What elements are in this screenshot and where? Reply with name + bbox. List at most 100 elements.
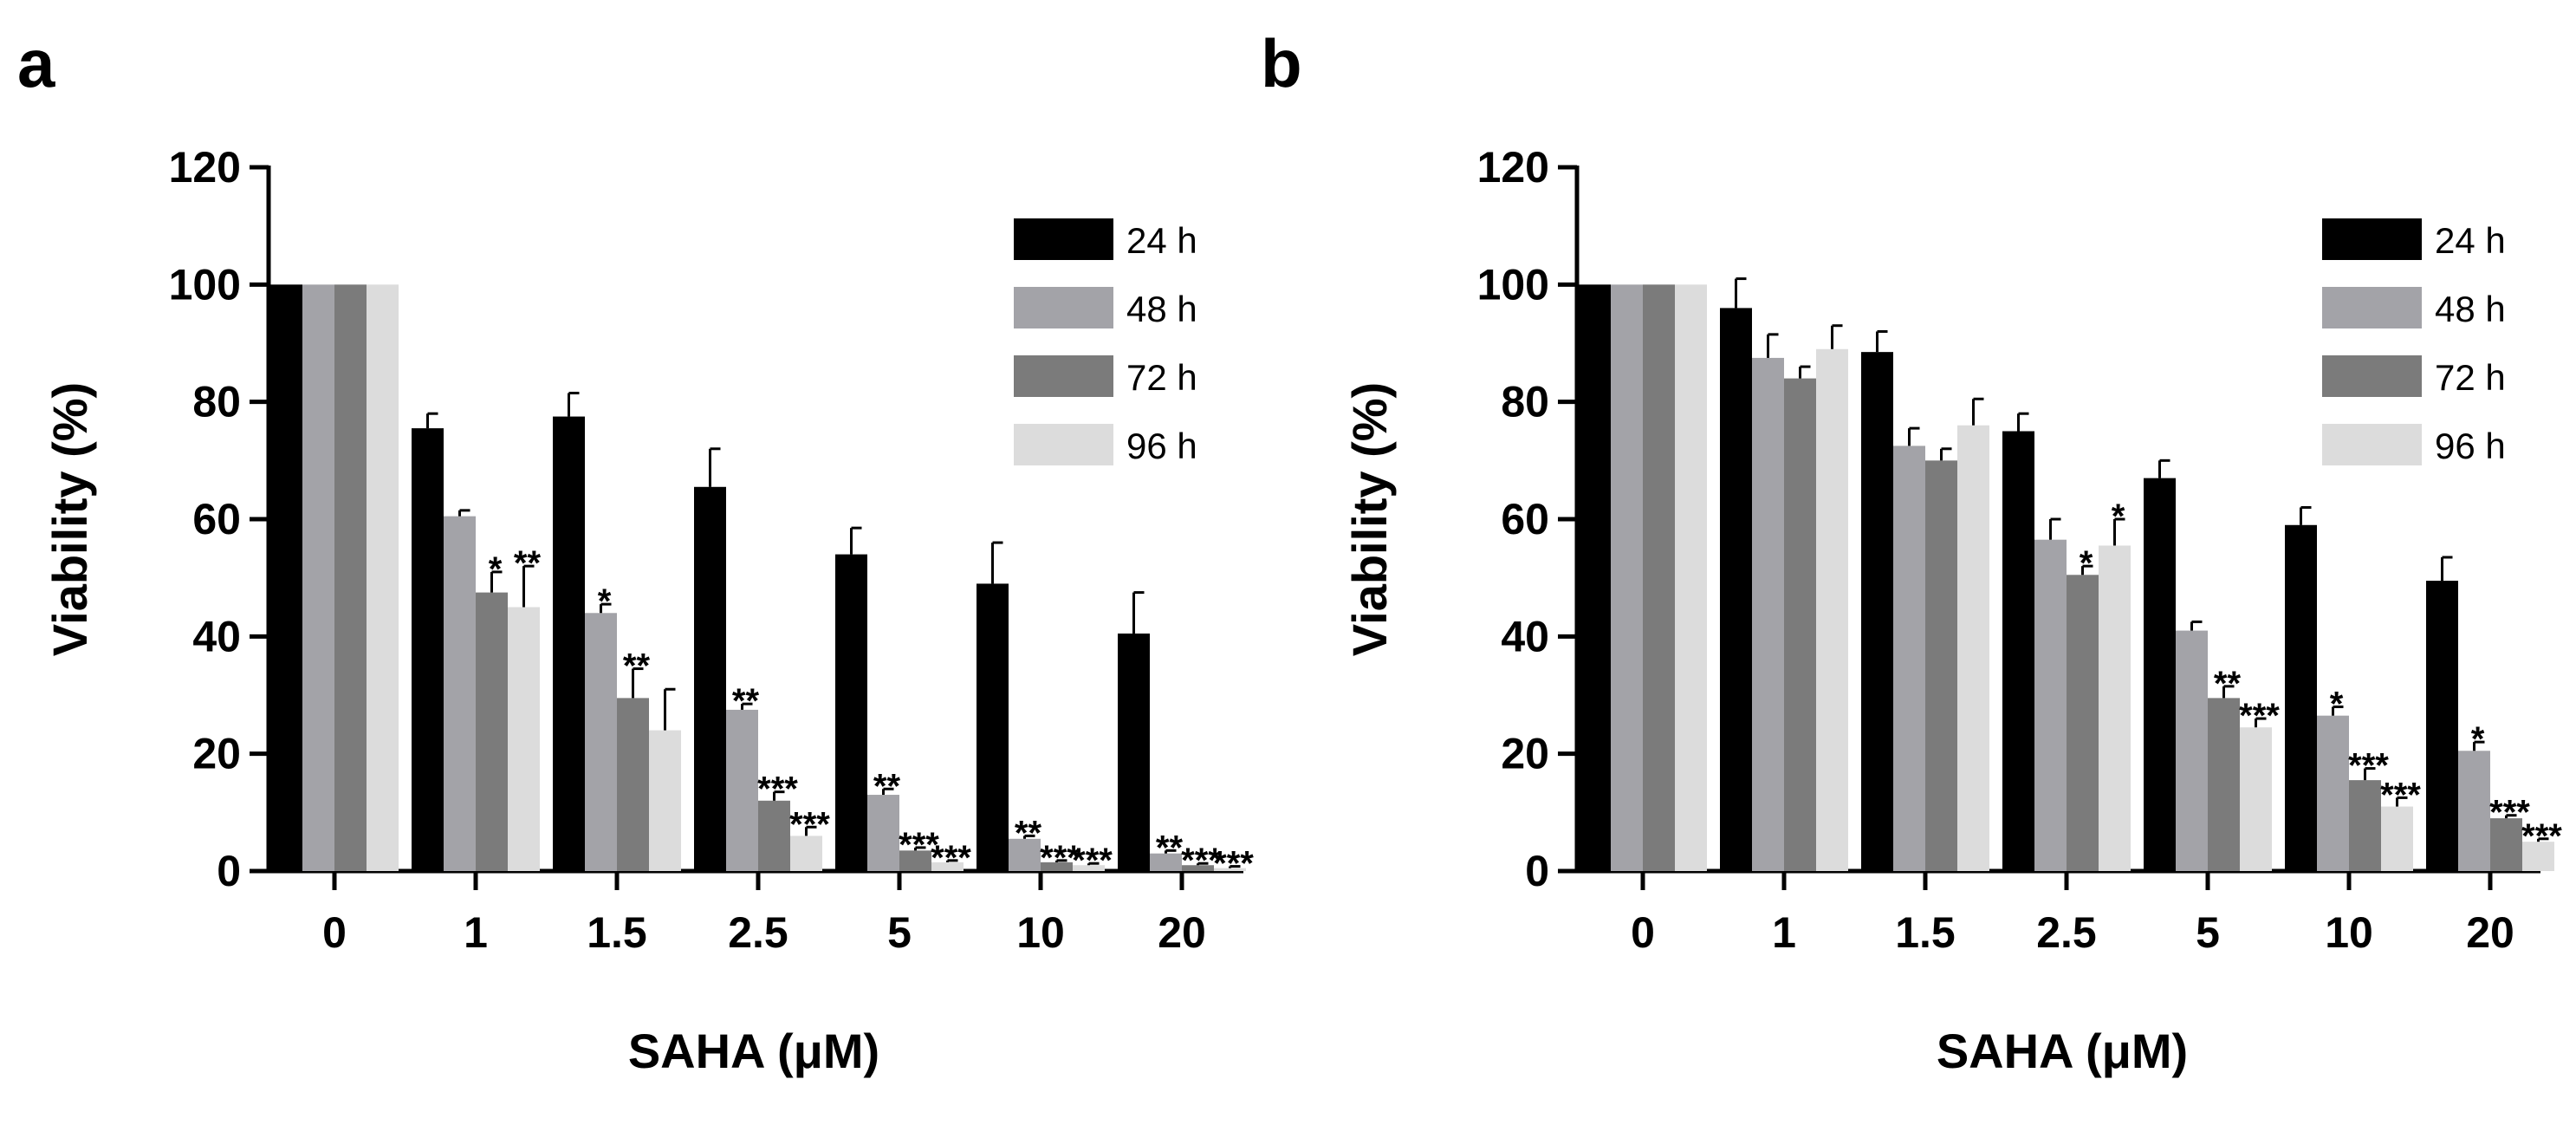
y-tick-label: 120 [1477, 143, 1549, 192]
significance-label: * [2471, 720, 2485, 758]
bar-48h-2.5 [2034, 539, 2067, 871]
significance-label: *** [2489, 794, 2530, 832]
bar-24h-2.5 [2002, 431, 2034, 871]
bar-96h-2.5 [790, 836, 822, 871]
bar-72h-0 [1643, 284, 1675, 871]
significance-label: * [2330, 686, 2344, 724]
significance-label: *** [789, 805, 830, 843]
bar-24h-1.5 [1861, 352, 1893, 871]
bar-48h-1 [1752, 357, 1784, 872]
bar-96h-5 [931, 862, 964, 871]
bar-96h-10 [2381, 806, 2413, 871]
y-tick-label: 0 [1525, 847, 1549, 895]
bar-72h-1.5 [1925, 460, 1957, 871]
x-tick-label: 20 [2466, 908, 2514, 957]
legend-swatch [2322, 424, 2422, 465]
y-axis-title: Viability (%) [42, 382, 97, 656]
bar-24h-0 [270, 284, 302, 871]
significance-label: ** [1015, 814, 1042, 852]
bar-96h-1 [508, 607, 540, 871]
bar-48h-5 [2176, 630, 2208, 871]
y-tick-label: 0 [217, 847, 241, 895]
significance-label: *** [2380, 776, 2421, 814]
x-tick-label: 5 [887, 908, 912, 957]
x-tick-label: 20 [1158, 908, 1206, 957]
panel-label: a [17, 25, 55, 101]
significance-label: ** [623, 647, 651, 686]
significance-label: * [489, 550, 503, 589]
legend-label: 24 h [1126, 220, 1197, 261]
significance-label: *** [1072, 842, 1113, 880]
x-tick-label: 10 [2325, 908, 2373, 957]
bar-48h-0 [302, 284, 334, 871]
y-tick-label: 80 [192, 378, 241, 426]
significance-label: *** [931, 839, 971, 877]
significance-label: *** [899, 826, 939, 864]
bar-24h-1 [1720, 308, 1752, 871]
x-tick-label: 1.5 [587, 908, 647, 957]
bar-72h-1.5 [617, 698, 649, 871]
legend-label: 96 h [1126, 426, 1197, 466]
significance-label: ** [2214, 665, 2242, 703]
significance-label: * [598, 582, 612, 621]
bar-24h-1 [412, 428, 444, 871]
significance-label: *** [757, 771, 798, 809]
bar-72h-1 [476, 592, 508, 871]
y-tick-label: 80 [1501, 378, 1549, 426]
legend-label: 72 h [1126, 357, 1197, 398]
legend-swatch [1014, 287, 1113, 328]
legend-label: 72 h [2435, 357, 2506, 398]
bar-96h-10 [1073, 865, 1105, 871]
x-tick-label: 1.5 [1895, 908, 1956, 957]
y-tick-label: 60 [1501, 495, 1549, 543]
y-tick-label: 100 [1477, 260, 1549, 309]
bar-48h-5 [867, 795, 899, 871]
bar-48h-10 [1009, 838, 1041, 871]
y-tick-label: 40 [192, 612, 241, 660]
bar-96h-1.5 [649, 730, 681, 871]
legend-swatch [2322, 287, 2422, 328]
bar-48h-1.5 [585, 613, 617, 871]
bar-96h-5 [2240, 727, 2272, 871]
bar-72h-0 [334, 284, 367, 871]
bar-96h-0 [1675, 284, 1707, 871]
bar-48h-10 [2317, 715, 2349, 871]
legend-swatch [2322, 218, 2422, 260]
significance-label: ** [732, 682, 760, 720]
significance-label: *** [2239, 697, 2280, 735]
bar-72h-20 [1182, 865, 1214, 871]
significance-label: *** [1181, 842, 1222, 880]
bar-24h-1.5 [553, 416, 585, 871]
bar-96h-1.5 [1957, 425, 1989, 871]
significance-label: ** [1156, 829, 1184, 867]
bar-24h-20 [1118, 633, 1150, 871]
bar-72h-5 [899, 850, 931, 871]
bar-24h-20 [2426, 581, 2458, 871]
bar-96h-0 [367, 284, 399, 871]
bar-48h-1 [444, 516, 476, 871]
bar-48h-20 [1150, 853, 1182, 871]
significance-label: * [2080, 544, 2093, 582]
bar-72h-5 [2208, 698, 2240, 871]
bar-48h-2.5 [726, 709, 758, 871]
y-tick-label: 120 [169, 143, 241, 192]
significance-label: *** [1213, 845, 1254, 883]
bar-72h-20 [2490, 818, 2522, 871]
legend-swatch [1014, 218, 1113, 260]
x-tick-label: 1 [1772, 908, 1796, 957]
bar-72h-1 [1784, 378, 1816, 872]
bar-24h-10 [977, 583, 1009, 871]
significance-label: *** [2521, 817, 2562, 855]
bar-48h-1.5 [1893, 445, 1925, 871]
bar-24h-0 [1579, 284, 1611, 871]
x-tick-label: 1 [464, 908, 488, 957]
x-tick-label: 5 [2196, 908, 2220, 957]
x-tick-label: 2.5 [728, 908, 788, 957]
bar-96h-2.5 [2099, 545, 2131, 871]
bar-24h-2.5 [694, 486, 726, 871]
x-tick-label: 10 [1016, 908, 1065, 957]
x-tick-label: 2.5 [2036, 908, 2097, 957]
bar-48h-20 [2458, 751, 2490, 871]
